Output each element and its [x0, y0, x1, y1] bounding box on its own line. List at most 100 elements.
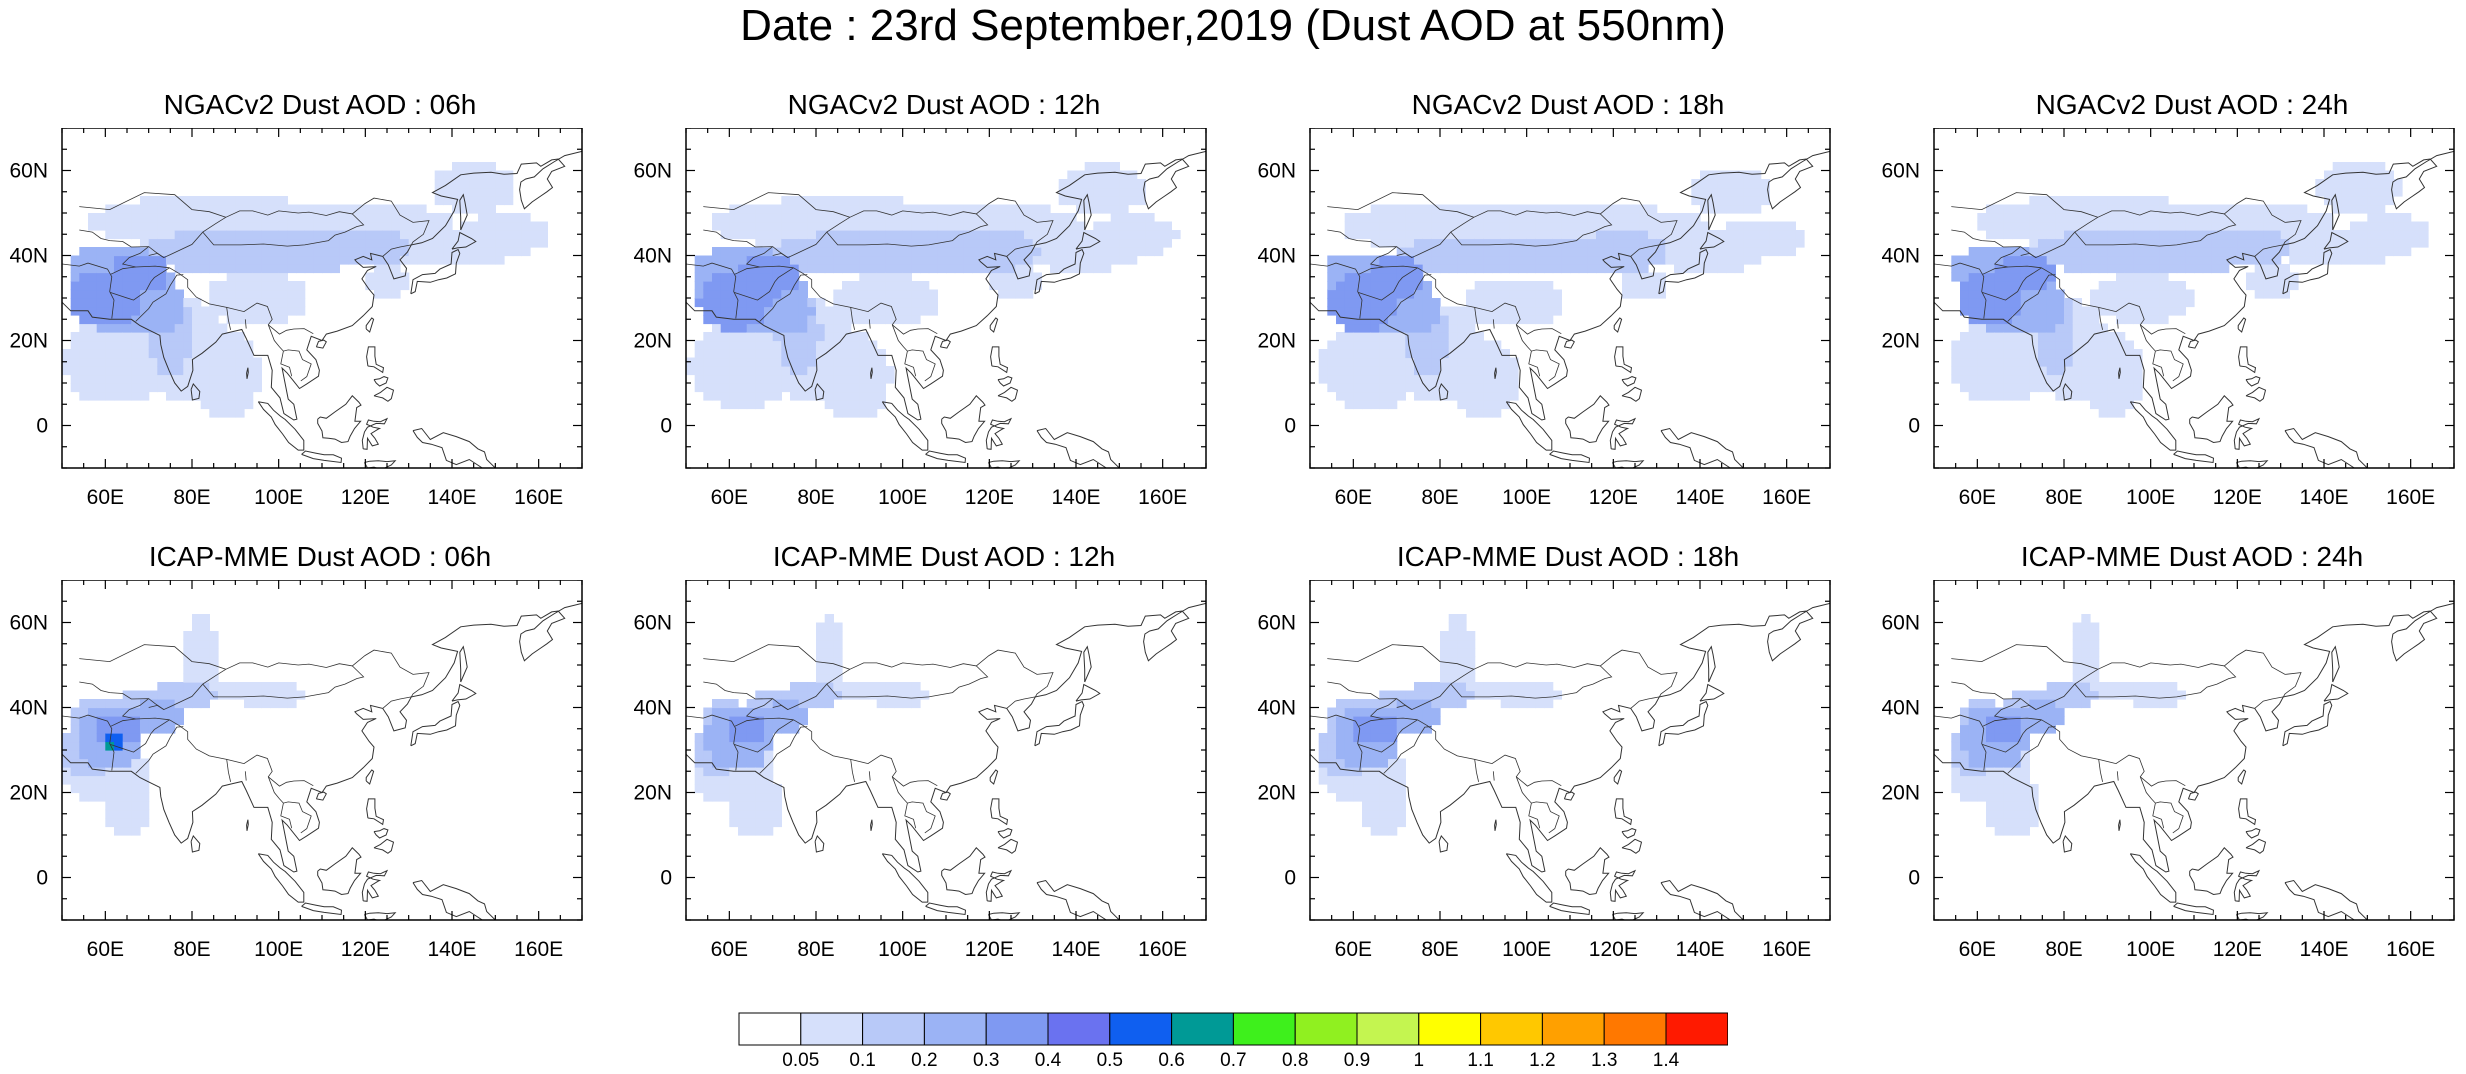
aod-cell [122, 289, 132, 299]
aod-cell [426, 221, 436, 231]
aod-cell [798, 255, 808, 265]
border-line [280, 803, 293, 829]
aod-cell [911, 247, 921, 257]
aod-cell [1518, 255, 1528, 265]
aod-cell [790, 315, 800, 325]
aod-cell [928, 221, 938, 231]
aod-cell [2384, 179, 2394, 189]
aod-cell [1405, 255, 1415, 265]
aod-cell [1336, 332, 1346, 342]
aod-cell [1006, 213, 1016, 223]
aod-cell [2020, 349, 2030, 359]
aod-cell [157, 238, 167, 248]
aod-cell [1405, 213, 1415, 223]
border-line [1396, 252, 1413, 258]
aod-cell [764, 758, 774, 768]
aod-cell [911, 238, 921, 248]
aod-cell [1379, 272, 1389, 282]
aod-cell [1162, 230, 1172, 240]
coastline [1563, 791, 1575, 801]
aod-cell [2038, 247, 2048, 257]
aod-cell [2090, 400, 2100, 410]
aod-cell [2055, 374, 2065, 384]
aod-cell [755, 724, 765, 734]
aod-cell [772, 323, 782, 333]
aod-cell [2012, 741, 2022, 751]
aod-cell [1006, 264, 1016, 274]
aod-cell [1734, 264, 1744, 274]
aod-cell [218, 391, 228, 401]
aod-cell [2150, 230, 2160, 240]
aod-cell [2185, 247, 2195, 257]
aod-cell [920, 230, 930, 240]
aod-cell [703, 750, 713, 760]
aod-cell [261, 255, 271, 265]
aod-cell [1500, 255, 1510, 265]
aod-cell [1058, 247, 1068, 257]
aod-cell [746, 230, 756, 240]
border-line [1934, 262, 1987, 319]
aod-cell [296, 306, 306, 316]
aod-cell [1509, 315, 1519, 325]
aod-cell [902, 682, 912, 692]
aod-cell [1518, 230, 1528, 240]
aod-cell [252, 230, 262, 240]
aod-cell [1596, 255, 1606, 265]
aod-cell [1960, 298, 1970, 308]
aod-cell [244, 230, 254, 240]
aod-cell [1067, 255, 1077, 265]
aod-cell [712, 306, 722, 316]
aod-cell [1024, 255, 1034, 265]
aod-cell [746, 792, 756, 802]
aod-cell [192, 690, 202, 700]
aod-cell [114, 724, 124, 734]
border-line [1982, 719, 2042, 753]
aod-cell [876, 298, 886, 308]
aod-cell [720, 733, 730, 743]
aod-cell [304, 264, 314, 274]
aod-cell [2055, 213, 2065, 223]
aod-cell [2046, 289, 2056, 299]
aod-cell [478, 179, 488, 189]
aod-cell [1379, 767, 1389, 777]
coastline [1563, 339, 1575, 349]
aod-cell [183, 213, 193, 223]
aod-cell [850, 230, 860, 240]
aod-cell [131, 826, 141, 836]
aod-cell [1986, 383, 1996, 393]
aod-cell [417, 204, 427, 214]
aod-cell [1535, 315, 1545, 325]
border-line [1630, 244, 1660, 257]
aod-cell [1353, 699, 1363, 709]
aod-cell [816, 247, 826, 257]
aod-cell [1760, 179, 1770, 189]
aod-cell [2168, 690, 2178, 700]
aod-cell [2254, 272, 2264, 282]
aod-cell [1154, 230, 1164, 240]
aod-cell [746, 332, 756, 342]
aod-cell [1414, 349, 1424, 359]
aod-cell [1414, 366, 1424, 376]
aod-cell [1353, 306, 1363, 316]
aod-cell [1691, 255, 1701, 265]
aod-cell [131, 690, 141, 700]
aod-cell [2263, 255, 2273, 265]
aod-cell [2419, 230, 2429, 240]
aod-cell [790, 349, 800, 359]
aod-cell [1448, 648, 1458, 658]
aod-cell [252, 238, 262, 248]
aod-cell [911, 255, 921, 265]
aod-cell [842, 340, 852, 350]
aod-cell [270, 204, 280, 214]
aod-cell [469, 230, 479, 240]
aod-cell [1336, 716, 1346, 726]
aod-cell [868, 408, 878, 418]
aod-cell [1604, 238, 1614, 248]
aod-cell [781, 204, 791, 214]
aod-cell [209, 306, 219, 316]
aod-cell [157, 315, 167, 325]
aod-cell [1466, 332, 1476, 342]
aod-cell [729, 213, 739, 223]
aod-cell [1500, 306, 1510, 316]
aod-cell [1370, 357, 1380, 367]
